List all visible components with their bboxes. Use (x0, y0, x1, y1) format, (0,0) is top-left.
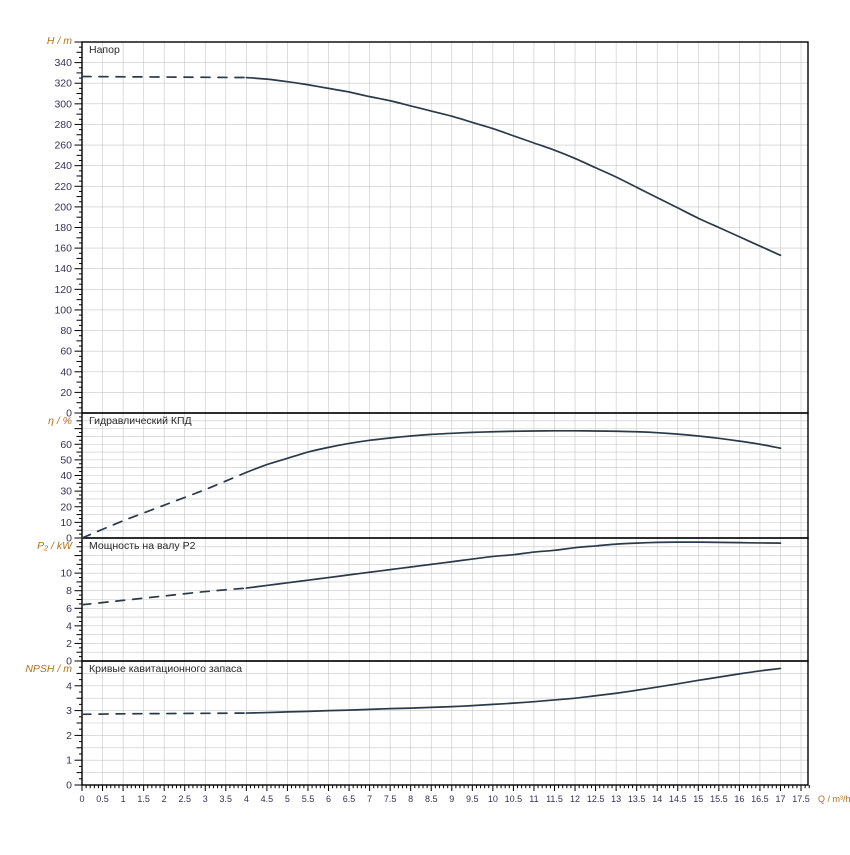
svg-text:3.5: 3.5 (220, 794, 233, 804)
svg-text:17.5: 17.5 (792, 794, 810, 804)
svg-text:220: 220 (54, 181, 72, 193)
svg-text:200: 200 (54, 201, 72, 213)
svg-text:300: 300 (54, 98, 72, 110)
svg-text:11.5: 11.5 (546, 794, 563, 804)
svg-text:11: 11 (529, 794, 538, 804)
svg-text:14.5: 14.5 (669, 794, 687, 804)
svg-text:1.5: 1.5 (137, 794, 150, 804)
svg-text:260: 260 (54, 140, 72, 152)
svg-text:13: 13 (611, 794, 621, 804)
svg-text:280: 280 (54, 119, 72, 131)
svg-text:340: 340 (54, 57, 72, 69)
svg-text:1: 1 (66, 755, 72, 767)
svg-text:2: 2 (66, 638, 72, 650)
svg-text:4: 4 (66, 620, 72, 632)
svg-text:NPSH / m: NPSH / m (25, 663, 72, 675)
svg-text:Мощность на валу P2: Мощность на валу P2 (89, 540, 196, 552)
svg-text:20: 20 (60, 501, 72, 513)
svg-text:17: 17 (775, 794, 785, 804)
svg-text:10: 10 (60, 517, 72, 529)
svg-text:16.5: 16.5 (751, 794, 769, 804)
svg-text:4: 4 (244, 794, 249, 804)
svg-text:30: 30 (60, 486, 72, 498)
svg-text:8: 8 (66, 585, 72, 597)
svg-text:5: 5 (285, 794, 290, 804)
svg-text:10: 10 (488, 794, 498, 804)
svg-text:3: 3 (66, 705, 72, 717)
svg-text:12: 12 (570, 794, 580, 804)
svg-text:Напор: Напор (89, 44, 120, 56)
svg-text:7.5: 7.5 (384, 794, 397, 804)
svg-text:0.5: 0.5 (96, 794, 109, 804)
svg-text:2: 2 (162, 794, 167, 804)
svg-text:13.5: 13.5 (628, 794, 646, 804)
svg-text:5.5: 5.5 (302, 794, 315, 804)
svg-text:0: 0 (79, 794, 84, 804)
svg-text:50: 50 (60, 454, 72, 466)
svg-text:140: 140 (54, 263, 72, 275)
svg-text:H / m: H / m (47, 35, 72, 47)
svg-text:60: 60 (60, 439, 72, 451)
svg-text:P₂ / kW: P₂ / kW (37, 540, 73, 552)
svg-text:120: 120 (54, 284, 72, 296)
svg-text:14: 14 (652, 794, 662, 804)
svg-text:8: 8 (408, 794, 413, 804)
svg-text:η / %: η / % (48, 415, 72, 427)
svg-text:10: 10 (60, 568, 72, 580)
svg-text:15.5: 15.5 (710, 794, 728, 804)
svg-text:1: 1 (121, 794, 126, 804)
svg-text:180: 180 (54, 222, 72, 234)
svg-text:6.5: 6.5 (343, 794, 356, 804)
svg-text:3: 3 (203, 794, 208, 804)
svg-text:4: 4 (66, 680, 72, 692)
svg-text:15: 15 (693, 794, 703, 804)
svg-text:60: 60 (60, 346, 72, 358)
svg-text:2: 2 (66, 730, 72, 742)
svg-text:160: 160 (54, 243, 72, 255)
svg-text:80: 80 (60, 325, 72, 337)
svg-text:Кривые кавитационного запаса: Кривые кавитационного запаса (89, 663, 242, 675)
svg-text:2.5: 2.5 (178, 794, 191, 804)
svg-text:9.5: 9.5 (466, 794, 479, 804)
svg-text:9: 9 (449, 794, 454, 804)
svg-text:40: 40 (60, 470, 72, 482)
svg-text:6: 6 (66, 603, 72, 615)
svg-text:12.5: 12.5 (587, 794, 605, 804)
svg-text:Гидравлический КПД: Гидравлический КПД (89, 415, 192, 427)
svg-text:16: 16 (734, 794, 744, 804)
svg-text:8.5: 8.5 (425, 794, 438, 804)
svg-text:20: 20 (60, 387, 72, 399)
svg-text:240: 240 (54, 160, 72, 172)
svg-text:40: 40 (60, 366, 72, 378)
svg-text:0: 0 (66, 780, 72, 792)
svg-text:100: 100 (54, 304, 72, 316)
svg-text:Q / m³/h: Q / m³/h (818, 794, 850, 804)
svg-text:320: 320 (54, 78, 72, 90)
svg-text:6: 6 (326, 794, 331, 804)
svg-text:7: 7 (367, 794, 372, 804)
svg-text:10.5: 10.5 (505, 794, 523, 804)
svg-text:4.5: 4.5 (261, 794, 274, 804)
